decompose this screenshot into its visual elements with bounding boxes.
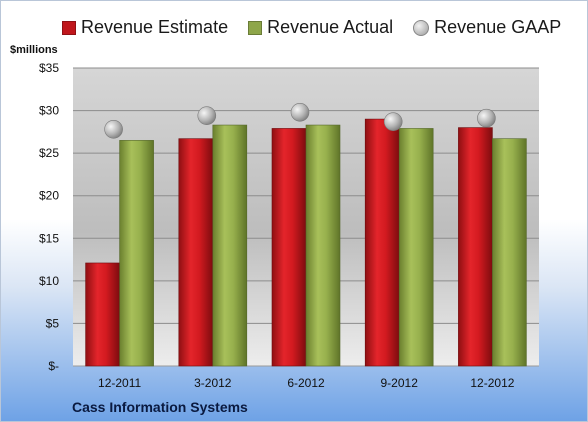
bar-revenue-estimate: [178, 138, 214, 367]
bar-revenue-actual: [212, 124, 248, 367]
marker-revenue-gaap: [477, 108, 496, 128]
marker-revenue-gaap: [290, 102, 310, 122]
x-tick-label: 12-2011: [98, 376, 141, 390]
legend-swatch-estimate: [62, 20, 76, 35]
x-tick-label: 12-2012: [470, 376, 514, 390]
bar-revenue-estimate: [364, 118, 400, 367]
bar-revenue-estimate: [271, 128, 307, 367]
y-axis-unit-label: $millions: [10, 44, 58, 56]
x-tick-label: 3-2012: [194, 376, 232, 390]
bar-revenue-actual: [492, 138, 527, 367]
legend-item-actual: Revenue Actual: [248, 17, 393, 38]
y-tick-label: $5: [46, 316, 60, 330]
bar-revenue-actual: [119, 140, 154, 367]
y-tick-label: $20: [39, 189, 59, 203]
legend-swatch-actual: [248, 20, 263, 35]
y-tick-label: $10: [39, 274, 59, 288]
y-tick-label: $15: [39, 231, 59, 245]
y-tick-label: $-: [48, 359, 59, 373]
bar-revenue-estimate: [458, 127, 493, 367]
legend-label-gaap: Revenue GAAP: [434, 17, 562, 37]
legend-label-actual: Revenue Actual: [267, 17, 394, 37]
x-tick-label: 9-2012: [381, 376, 419, 390]
y-tick-label: $35: [39, 61, 59, 75]
chart-legend: Revenue Estimate Revenue Actual Revenue …: [62, 17, 581, 38]
x-tick-label: 6-2012: [287, 376, 325, 390]
y-tick-label: $25: [39, 146, 59, 160]
legend-swatch-gaap: [413, 19, 430, 36]
legend-label-estimate: Revenue Estimate: [81, 17, 229, 37]
marker-revenue-gaap: [104, 120, 123, 139]
bar-revenue-actual: [305, 124, 341, 367]
company-name: Cass Information Systems: [72, 399, 248, 415]
legend-item-gaap: Revenue GAAP: [413, 17, 561, 38]
marker-revenue-gaap: [197, 106, 217, 125]
y-tick-label: $30: [39, 104, 59, 118]
marker-revenue-gaap: [383, 112, 403, 131]
legend-item-estimate: Revenue Estimate: [62, 17, 228, 38]
bar-revenue-estimate: [85, 262, 120, 367]
bar-revenue-actual: [398, 128, 434, 367]
